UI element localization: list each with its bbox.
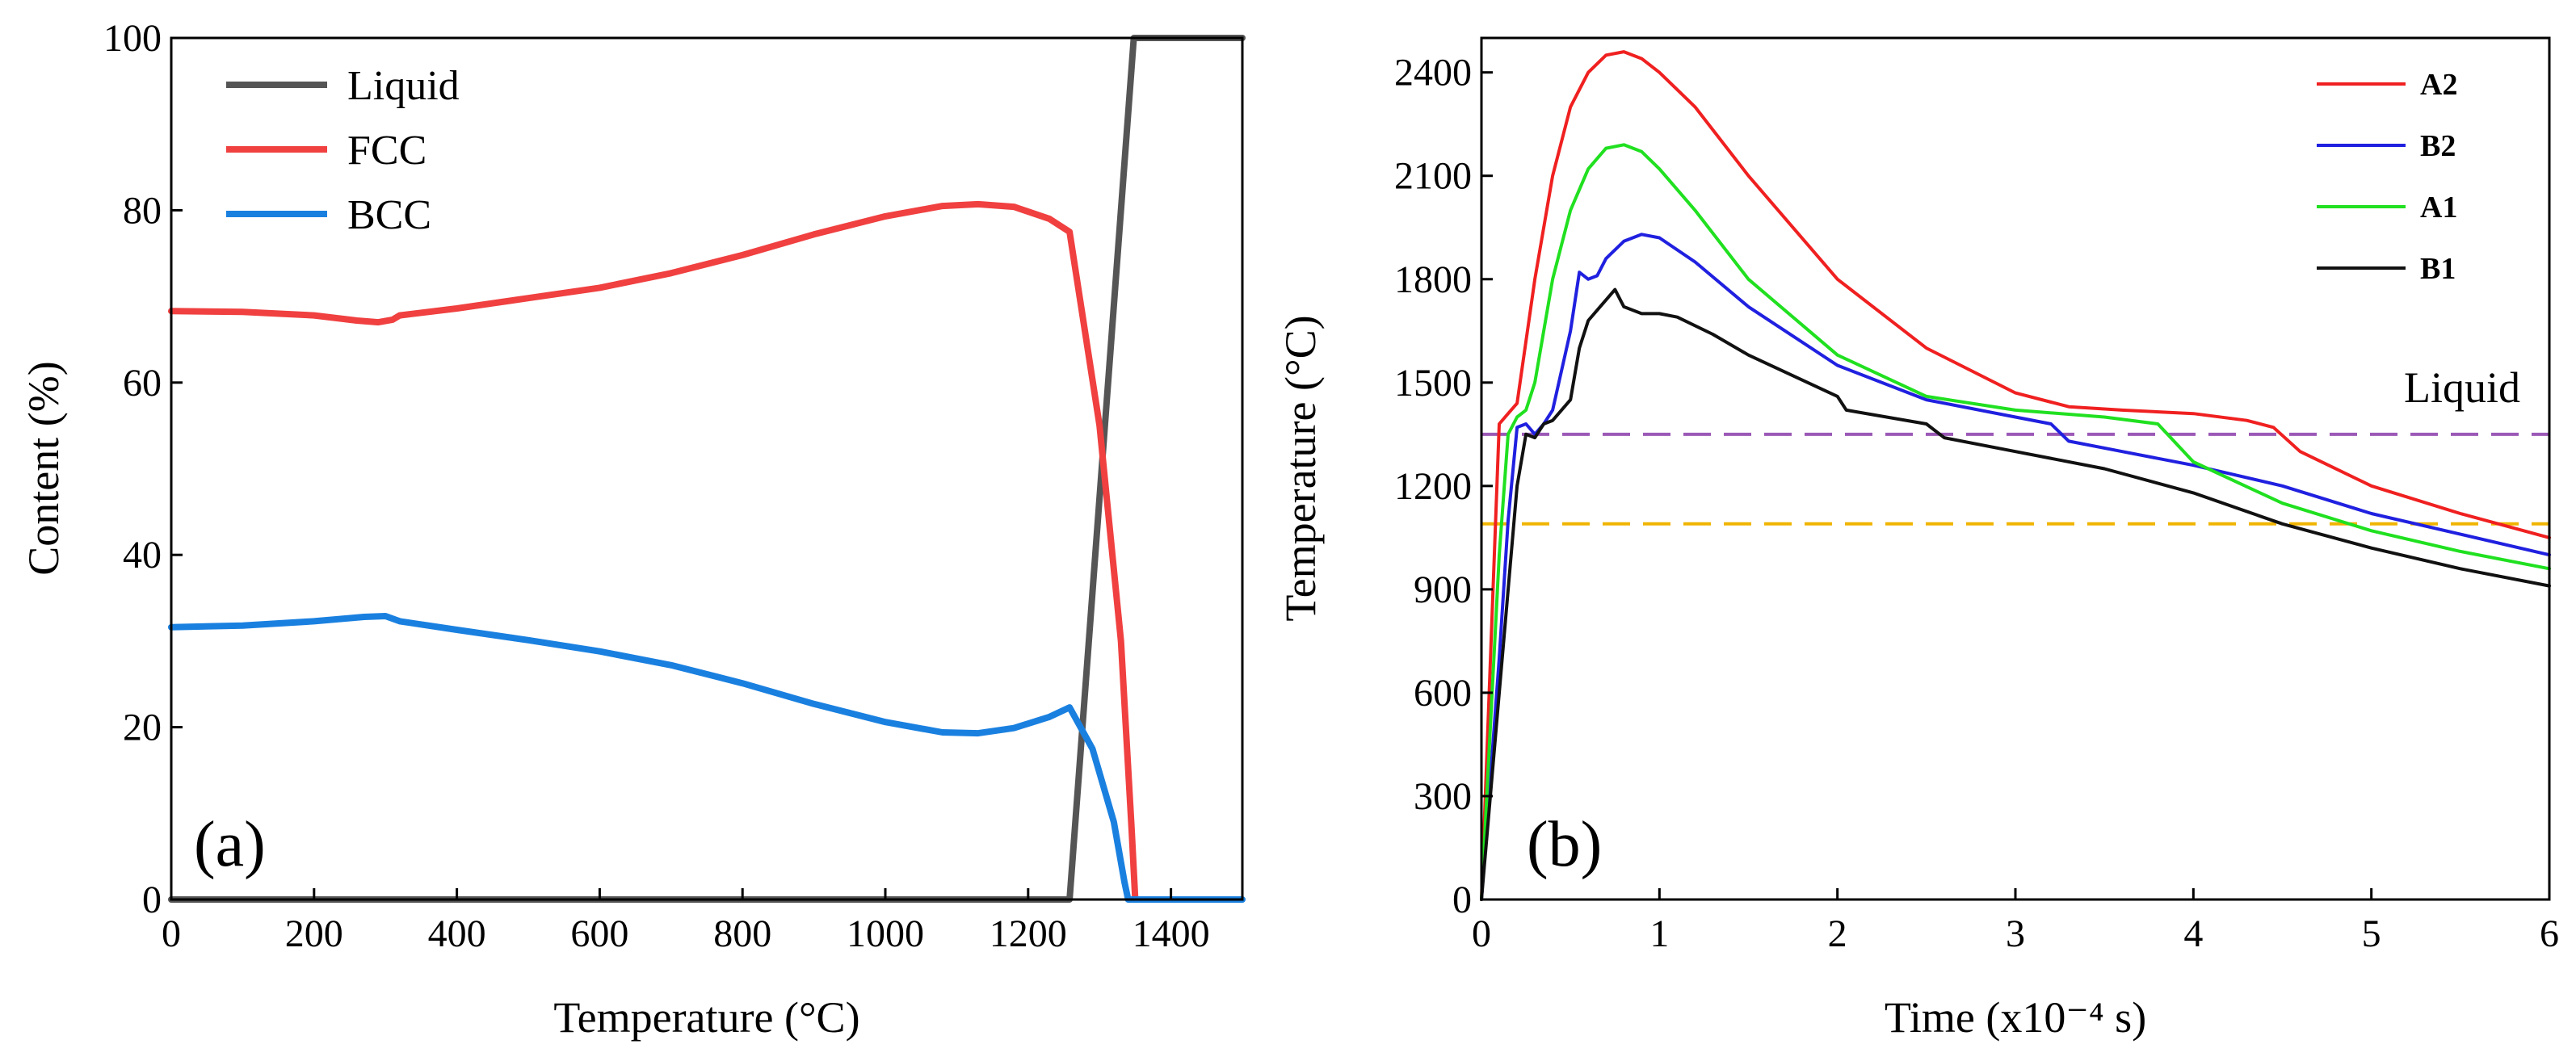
panel-b-series-a1 bbox=[1480, 143, 2551, 901]
panel-a-series-liquid bbox=[168, 35, 1246, 903]
panel-a-y-tick-label: 60 bbox=[123, 362, 162, 405]
legend-label-a1: A1 bbox=[2420, 191, 2457, 224]
panel-a-x-tick-label: 1000 bbox=[847, 912, 924, 955]
panel-b-reference-lines bbox=[1481, 432, 2549, 526]
liquid-annotation: Liquid bbox=[2404, 363, 2520, 412]
panel-b-label: (b) bbox=[1527, 809, 1602, 880]
panel-a-x-tick-label: 0 bbox=[162, 912, 181, 955]
panel-b-ticks: 0 1 2 3 4 5 6 0 300 600 900 1200 1500 1800 2100 2400 bbox=[1394, 52, 2559, 955]
panel-b-x-tick-label: 3 bbox=[2006, 912, 2025, 955]
panel-a-x-tick-label: 600 bbox=[570, 912, 628, 955]
panel-b-x-tick-label: 6 bbox=[2540, 912, 2559, 955]
panel-b-y-tick-label: 1200 bbox=[1394, 465, 1472, 508]
panel-b-series-b1 bbox=[1480, 287, 2551, 901]
legend-label-b1: B1 bbox=[2420, 252, 2456, 286]
panel-a-y-tick-label: 20 bbox=[123, 707, 162, 749]
panel-b: 0 1 2 3 4 5 6 0 300 600 900 1200 1500 1800 2100 2400 Ti… bbox=[1276, 36, 2559, 1042]
panel-b-legend: A2 B2 A1 B1 bbox=[2317, 68, 2457, 286]
panel-a-y-axis-title: Content (%) bbox=[19, 361, 68, 575]
panel-b-x-tick-label: 2 bbox=[1828, 912, 1847, 955]
panel-a-legend: Liquid FCC BCC bbox=[226, 63, 460, 238]
panel-a-label: (a) bbox=[194, 809, 266, 880]
panel-a-y-tick-label: 80 bbox=[123, 189, 162, 232]
panel-a-x-tick-label: 200 bbox=[285, 912, 343, 955]
panel-b-x-tick-label: 4 bbox=[2183, 912, 2203, 955]
panel-a-y-tick-label: 0 bbox=[142, 879, 162, 921]
panel-b-series-group bbox=[1480, 50, 2551, 901]
panel-a-x-tick-label: 800 bbox=[713, 912, 771, 955]
panel-a-ticks: 0 200 400 600 800 1000 1200 1400 0 20 40 60 80 100 bbox=[103, 17, 1210, 955]
panel-a: 0 200 400 600 800 1000 1200 1400 0 20 40 60 80 100 Te… bbox=[19, 17, 1246, 1042]
panel-b-series-b2 bbox=[1480, 233, 2551, 901]
panel-b-y-tick-label: 1800 bbox=[1394, 258, 1472, 301]
legend-label-fcc: FCC bbox=[347, 128, 427, 174]
panel-a-x-axis-title: Temperature (°C) bbox=[553, 993, 859, 1042]
panel-b-series-a2 bbox=[1480, 50, 2551, 901]
panel-a-series-fcc bbox=[168, 200, 1139, 903]
panel-b-x-tick-label: 1 bbox=[1649, 912, 1669, 955]
panel-a-series-bcc bbox=[168, 613, 1246, 903]
panel-b-x-axis-title: Time (x10⁻⁴ s) bbox=[1885, 993, 2146, 1042]
panel-b-y-tick-label: 900 bbox=[1414, 568, 1472, 611]
panel-a-series-group bbox=[168, 35, 1246, 903]
panel-a-x-tick-label: 1400 bbox=[1133, 912, 1210, 955]
legend-label-b2: B2 bbox=[2420, 129, 2456, 163]
panel-b-y-tick-label: 2100 bbox=[1394, 155, 1472, 198]
panel-b-y-tick-label: 0 bbox=[1452, 879, 1472, 921]
panel-a-y-tick-label: 100 bbox=[103, 17, 162, 60]
panel-a-x-tick-label: 400 bbox=[428, 912, 486, 955]
panel-b-y-tick-label: 1500 bbox=[1394, 362, 1472, 405]
legend-label-a2: A2 bbox=[2420, 68, 2457, 102]
panel-b-plot-frame bbox=[1480, 36, 2551, 901]
panel-a-x-tick-label: 1200 bbox=[990, 912, 1067, 955]
panel-b-x-tick-label: 0 bbox=[1472, 912, 1491, 955]
panel-b-y-axis-title: Temperature (°C) bbox=[1276, 315, 1325, 621]
panel-b-y-tick-label: 600 bbox=[1414, 672, 1472, 715]
legend-label-bcc: BCC bbox=[347, 192, 431, 238]
panel-a-y-tick-label: 40 bbox=[123, 534, 162, 577]
legend-label-liquid: Liquid bbox=[347, 63, 460, 109]
panel-b-y-tick-label: 2400 bbox=[1394, 52, 1472, 94]
panel-b-y-tick-label: 300 bbox=[1414, 775, 1472, 818]
panel-b-x-tick-label: 5 bbox=[2362, 912, 2381, 955]
panel-a-plot-frame bbox=[170, 36, 1244, 901]
